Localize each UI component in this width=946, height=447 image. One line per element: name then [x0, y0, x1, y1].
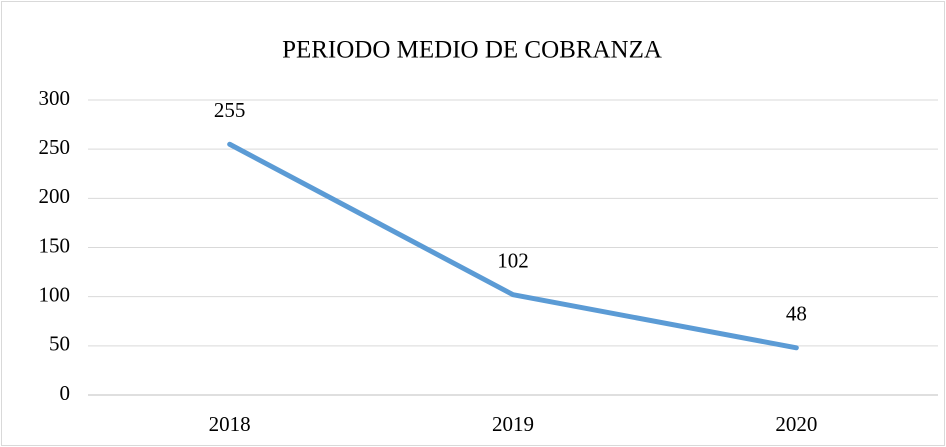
y-tick-label: 250 — [39, 135, 71, 159]
y-tick-label: 300 — [39, 86, 71, 110]
y-tick-label: 0 — [60, 381, 71, 405]
data-label: 48 — [786, 302, 807, 326]
chart-title: PERIODO MEDIO DE COBRANZA — [282, 37, 662, 64]
x-tick-label: 2018 — [209, 412, 251, 436]
data-line — [227, 141, 799, 351]
data-label: 255 — [214, 98, 246, 122]
data-label: 102 — [497, 249, 529, 273]
y-tick-label: 150 — [39, 233, 71, 257]
y-tick-label: 200 — [39, 184, 71, 208]
y-tick-label: 50 — [49, 332, 70, 356]
x-tick-label: 2019 — [492, 412, 534, 436]
y-tick-label: 100 — [39, 282, 71, 306]
x-tick-label: 2020 — [775, 412, 817, 436]
